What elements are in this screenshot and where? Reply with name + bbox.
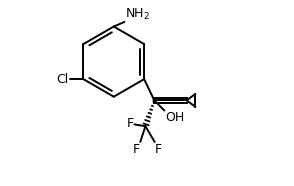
Text: F: F <box>155 143 162 156</box>
Text: Cl: Cl <box>56 73 69 86</box>
Text: OH: OH <box>166 111 185 124</box>
Text: NH$_2$: NH$_2$ <box>125 7 150 22</box>
Text: F: F <box>126 117 133 130</box>
Text: F: F <box>133 143 140 156</box>
